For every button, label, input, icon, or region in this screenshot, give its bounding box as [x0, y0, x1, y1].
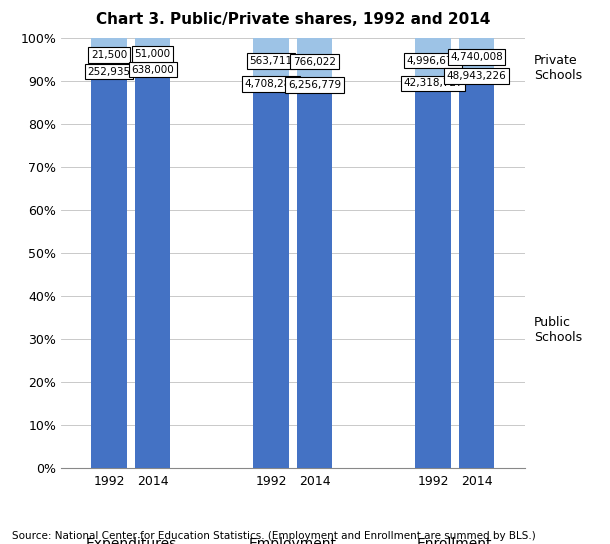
Text: Employment: Employment [249, 536, 337, 544]
Text: 638,000: 638,000 [131, 65, 174, 75]
Text: Enrollment: Enrollment [417, 536, 492, 544]
Text: 4,708,287: 4,708,287 [245, 79, 298, 89]
Bar [459, 76, 494, 468]
Bar [135, 70, 170, 468]
Title: Chart 3. Public/Private shares, 1992 and 2014: Chart 3. Public/Private shares, 1992 and… [96, 12, 490, 27]
Text: Expenditures: Expenditures [85, 536, 176, 544]
Text: 6,256,779: 6,256,779 [288, 80, 341, 90]
Text: 51,000: 51,000 [135, 49, 171, 59]
Bar [297, 85, 332, 468]
Bar [459, 38, 494, 76]
Bar [253, 84, 289, 468]
Bar [415, 83, 451, 468]
Text: 42,318,727: 42,318,727 [403, 78, 463, 89]
Text: 48,943,226: 48,943,226 [447, 71, 506, 81]
Text: 252,935: 252,935 [87, 67, 131, 77]
Bar [415, 38, 451, 83]
Text: 21,500: 21,500 [91, 50, 127, 60]
Text: 563,711: 563,711 [249, 56, 293, 66]
Text: 766,022: 766,022 [293, 57, 336, 66]
Text: Source: National Center for Education Statistics. (Employment and Enrollment are: Source: National Center for Education St… [12, 531, 536, 541]
Text: 4,996,678: 4,996,678 [406, 56, 459, 66]
Bar [253, 38, 289, 84]
Text: Public
Schools: Public Schools [534, 316, 582, 344]
Text: 4,740,008: 4,740,008 [450, 52, 503, 62]
Bar [92, 72, 127, 468]
Bar [297, 38, 332, 85]
Text: Private
Schools: Private Schools [534, 54, 582, 82]
Bar [135, 38, 170, 70]
Bar [92, 38, 127, 72]
